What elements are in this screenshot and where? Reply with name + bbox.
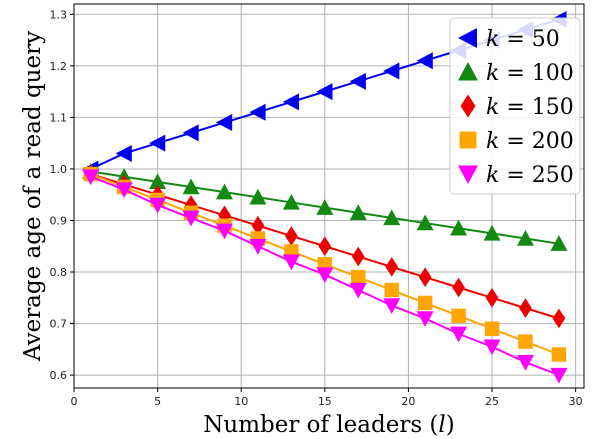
data-point [550, 367, 568, 384]
legend-marker [458, 62, 478, 81]
x-axis-label: Number of leaders (l) [203, 412, 455, 438]
data-point [182, 124, 199, 142]
y-tick-label: 0.7 [50, 318, 68, 331]
data-point [484, 321, 500, 336]
x-tick-label: 25 [485, 395, 499, 408]
y-tick-label: 1.2 [50, 60, 68, 73]
legend-label: k = 200 [486, 129, 574, 154]
data-point [416, 52, 433, 70]
x-tick-label: 0 [71, 395, 78, 408]
data-point [516, 230, 534, 246]
data-point [452, 277, 465, 298]
data-point [218, 205, 231, 226]
data-point [385, 257, 399, 277]
legend-label: k = 100 [486, 61, 574, 86]
y-tick-label: 1.0 [50, 163, 68, 176]
data-point [215, 223, 233, 240]
series [82, 169, 568, 384]
data-point [349, 282, 367, 299]
data-point [516, 355, 534, 371]
legend-marker [460, 94, 476, 118]
legend-marker [459, 131, 477, 149]
y-tick-label: 0.9 [50, 214, 68, 227]
data-point [282, 93, 300, 111]
data-point [251, 215, 265, 236]
data-point [451, 308, 466, 324]
data-point [115, 182, 133, 199]
data-point [249, 239, 267, 255]
data-point [282, 193, 300, 210]
data-point [552, 308, 566, 329]
series-group [82, 10, 568, 384]
data-point [418, 267, 432, 287]
data-point [416, 214, 434, 231]
legend-box [449, 17, 581, 195]
data-point [285, 226, 298, 246]
data-point [249, 103, 266, 121]
legend: k = 50 k = 100 k = 150 k = 200 k = 250 [449, 17, 581, 195]
legend-marker [458, 28, 477, 48]
data-point [417, 295, 433, 311]
data-point [551, 347, 567, 362]
data-point [351, 246, 365, 267]
data-point [149, 197, 167, 214]
data-point [384, 282, 399, 298]
legend-marker [458, 165, 478, 184]
series [84, 164, 566, 329]
data-point [149, 173, 167, 190]
data-point [383, 62, 400, 80]
data-point [383, 209, 401, 226]
data-point [485, 288, 499, 308]
data-point [550, 235, 568, 251]
data-point [316, 83, 333, 101]
data-point [349, 72, 366, 90]
data-point [450, 219, 468, 236]
y-axis-label: Average age of a read query [20, 31, 46, 362]
data-point [518, 334, 533, 349]
data-point [149, 134, 166, 152]
data-point [316, 199, 334, 215]
data-point [483, 224, 501, 241]
y-tick-label: 0.6 [50, 369, 68, 382]
data-point [383, 298, 401, 315]
data-point [318, 236, 332, 257]
data-point [316, 267, 334, 284]
x-tick-label: 30 [569, 395, 583, 408]
data-point [519, 298, 532, 318]
x-tick-label: 5 [154, 395, 161, 408]
x-tick-label: 20 [401, 395, 415, 408]
plot-frame [73, 3, 585, 389]
legend-label: k = 250 [486, 163, 574, 188]
data-point [215, 183, 233, 200]
y-tick-label: 0.8 [50, 266, 68, 279]
data-point [182, 210, 200, 227]
data-point [182, 178, 200, 195]
y-tick-label: 1.3 [50, 8, 68, 21]
y-tick-label: 1.1 [50, 111, 68, 124]
data-point [249, 188, 267, 205]
legend-label: k = 150 [486, 95, 574, 120]
data-point [450, 326, 468, 343]
data-point [115, 144, 132, 162]
data-point [483, 339, 501, 356]
data-point [82, 169, 100, 186]
data-point [349, 204, 367, 220]
data-point [215, 114, 233, 132]
ticks: 0 5 10 15 20 25 30 0.6 0.7 0.8 0.9 1.0 1.1 1.2 1.3 [50, 8, 583, 408]
legend-label: k = 50 [486, 27, 560, 52]
data-point [416, 311, 434, 327]
x-tick-label: 10 [234, 395, 248, 408]
data-point [282, 254, 300, 271]
x-tick-label: 15 [318, 395, 332, 408]
data-point [351, 269, 366, 285]
